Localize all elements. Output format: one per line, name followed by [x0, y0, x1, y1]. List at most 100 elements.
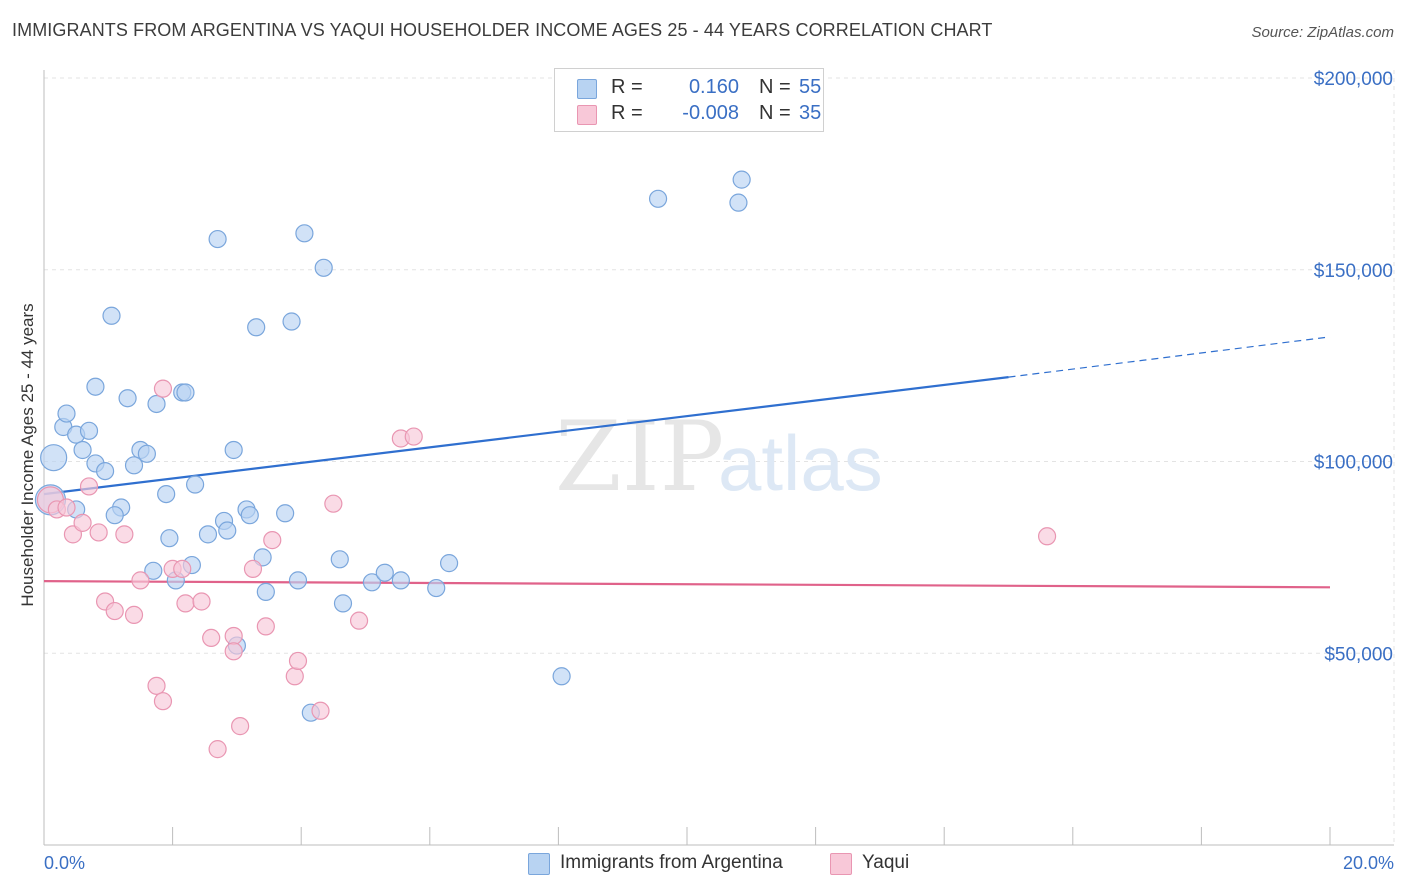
point-argentina — [218, 521, 237, 540]
chart-title: IMMIGRANTS FROM ARGENTINA VS YAQUI HOUSE… — [12, 20, 993, 40]
point-yaqui — [192, 592, 211, 611]
point-yaqui — [311, 701, 330, 720]
point-argentina — [288, 571, 308, 590]
y-tick-label: $50,000 — [1324, 644, 1393, 665]
point-yaqui — [57, 498, 76, 517]
point-argentina — [73, 440, 92, 460]
point-yaqui — [202, 628, 221, 648]
point-argentina — [276, 504, 295, 523]
point-argentina — [40, 444, 68, 472]
point-argentina — [124, 456, 144, 475]
point-argentina — [295, 224, 314, 243]
point-yaqui — [115, 525, 134, 544]
point-argentina — [157, 484, 176, 504]
point-argentina — [375, 563, 394, 582]
point-argentina — [198, 525, 218, 544]
trend-line-argentina-extension — [1008, 336, 1331, 378]
legend-label-yaqui: Yaqui — [862, 852, 910, 873]
point-argentina — [439, 554, 459, 573]
point-argentina — [160, 529, 179, 548]
watermark-zip: ZIP — [555, 401, 724, 513]
point-argentina — [391, 571, 410, 590]
point-argentina — [362, 573, 382, 592]
point-yaqui — [324, 494, 343, 513]
point-argentina — [552, 667, 571, 686]
n-value: 55 — [799, 76, 822, 98]
y-tick-label: $200,000 — [1314, 69, 1393, 90]
point-yaqui — [89, 523, 108, 542]
y-tick-label: $100,000 — [1314, 453, 1393, 474]
point-argentina — [729, 193, 748, 212]
point-argentina — [176, 383, 195, 402]
watermark: ZIP atlas — [555, 401, 883, 513]
trend-lines — [43, 336, 1331, 589]
n-value: 35 — [799, 102, 822, 124]
tick-labels: $50,000 $100,000 $150,000 $200,000 0.0% 20.0% — [44, 69, 1394, 873]
y-tick-label: $150,000 — [1314, 261, 1393, 282]
legend-label-argentina: Immigrants from Argentina — [560, 852, 783, 873]
r-label: R = — [611, 102, 643, 124]
trend-line-argentina — [43, 376, 1009, 496]
r-label: R = — [611, 76, 643, 98]
point-argentina — [147, 394, 166, 414]
point-yaqui — [1037, 527, 1057, 546]
watermark-atlas: atlas — [718, 419, 883, 507]
point-yaqui — [173, 559, 192, 578]
point-argentina — [186, 475, 205, 494]
correlation-legend: R = 0.160 N = 55 R = -0.008 N = 35 — [554, 68, 824, 132]
point-yaqui — [153, 692, 173, 711]
point-argentina — [224, 440, 243, 460]
trend-line-yaqui — [43, 580, 1331, 589]
point-argentina — [86, 377, 105, 396]
swatch-yaqui — [830, 853, 852, 875]
swatch-argentina — [528, 853, 550, 875]
point-yaqui — [243, 559, 263, 578]
n-label: N = — [759, 76, 791, 98]
point-yaqui — [224, 642, 243, 661]
series-legend: Immigrants from Argentina Yaqui — [0, 852, 1406, 876]
axes — [43, 70, 1394, 846]
y-axis-label: Householder Income Ages 25 - 44 years — [18, 303, 37, 606]
data-points — [34, 170, 1057, 759]
point-argentina — [330, 550, 349, 569]
point-argentina — [137, 444, 156, 463]
point-argentina — [57, 404, 76, 423]
r-value: -0.008 — [682, 102, 739, 124]
swatch-argentina — [577, 79, 597, 99]
point-yaqui — [231, 717, 250, 736]
point-argentina — [105, 506, 124, 525]
point-yaqui — [131, 571, 150, 590]
point-yaqui — [147, 676, 166, 695]
swatch-yaqui — [577, 105, 597, 125]
point-yaqui — [208, 740, 227, 759]
source-label: Source: ZipAtlas.com — [1251, 24, 1394, 41]
point-yaqui — [153, 379, 173, 398]
point-yaqui — [404, 427, 423, 446]
point-argentina — [95, 461, 115, 481]
x-tick-label-min: 0.0% — [44, 853, 85, 873]
n-label: N = — [759, 102, 791, 124]
point-argentina — [208, 229, 227, 249]
point-yaqui — [105, 601, 124, 621]
point-yaqui — [256, 617, 275, 636]
point-yaqui — [288, 651, 308, 671]
point-argentina — [427, 578, 446, 598]
point-yaqui — [224, 626, 243, 646]
point-argentina — [333, 594, 353, 613]
point-yaqui — [73, 513, 92, 532]
point-argentina — [282, 312, 301, 331]
point-argentina — [118, 389, 137, 408]
point-argentina — [314, 258, 333, 277]
point-argentina — [144, 561, 163, 580]
point-yaqui — [349, 611, 369, 630]
point-argentina — [247, 318, 266, 337]
point-argentina — [79, 421, 99, 440]
r-value: 0.160 — [688, 76, 739, 98]
x-tick-label-max: 20.0% — [1343, 853, 1394, 873]
point-argentina — [256, 582, 275, 601]
point-yaqui — [285, 667, 304, 686]
point-argentina — [732, 170, 751, 189]
point-yaqui — [176, 594, 195, 613]
point-yaqui — [263, 531, 282, 550]
